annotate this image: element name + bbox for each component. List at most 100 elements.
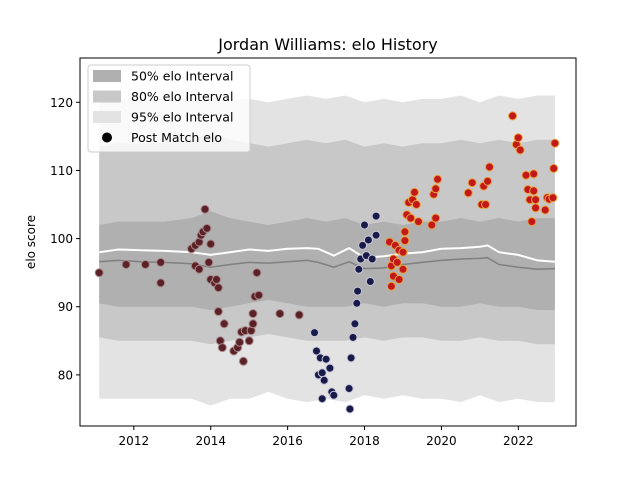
post-match-elo-point xyxy=(206,239,216,249)
post-match-elo-point xyxy=(319,375,329,385)
post-match-elo-point xyxy=(354,264,364,274)
post-match-elo-point xyxy=(367,254,377,264)
post-match-elo-point xyxy=(213,283,223,293)
post-match-elo-point xyxy=(140,260,150,269)
post-match-elo-point xyxy=(344,384,354,393)
post-match-elo-point xyxy=(194,264,204,274)
post-match-elo-point xyxy=(202,223,212,233)
x-tick-label: 2012 xyxy=(119,434,150,448)
post-match-elo-point xyxy=(360,220,369,230)
post-match-elo-point xyxy=(252,268,262,278)
post-match-elo-point xyxy=(371,211,381,221)
post-match-elo-point xyxy=(508,111,518,121)
axes: 2012 2014 2016 2018 2020 2022 80 90 100 110 120 xyxy=(50,96,534,448)
post-match-elo-point xyxy=(531,203,541,213)
post-match-elo-point xyxy=(531,195,541,205)
post-match-elo-point xyxy=(549,163,559,173)
legend-label: Post Match elo xyxy=(131,130,222,145)
post-match-elo-point xyxy=(529,169,539,179)
y-axis-label: elo score xyxy=(24,215,38,269)
x-tick-label: 2014 xyxy=(195,434,226,448)
post-match-elo-point xyxy=(485,162,494,172)
post-match-elo-point xyxy=(400,236,410,246)
chart-title: Jordan Williams: elo History xyxy=(217,35,438,54)
plot-area xyxy=(94,92,560,414)
legend-swatch xyxy=(93,70,121,82)
post-match-elo-point xyxy=(200,204,210,214)
post-match-elo-point xyxy=(550,138,560,148)
post-match-elo-point xyxy=(156,278,166,288)
x-tick-label: 2020 xyxy=(426,434,457,448)
y-tick-label: 90 xyxy=(58,300,73,314)
post-match-elo-point xyxy=(413,217,423,227)
post-match-elo-point xyxy=(204,257,214,267)
x-tick-label: 2018 xyxy=(349,434,380,448)
post-match-elo-point xyxy=(346,353,356,363)
post-match-elo-point xyxy=(94,268,104,278)
mean-elo-line xyxy=(99,244,555,263)
post-match-elo-point xyxy=(353,286,363,296)
post-match-elo-point xyxy=(406,213,416,223)
post-match-elo-point xyxy=(219,319,229,329)
post-match-elo-point xyxy=(433,174,443,184)
post-match-elo-point xyxy=(529,186,539,196)
legend-swatch xyxy=(93,111,121,123)
post-match-elo-point xyxy=(527,217,537,227)
post-match-elo-point xyxy=(515,145,525,155)
post-match-elo-point xyxy=(483,176,493,186)
post-match-elo-point xyxy=(350,319,360,329)
post-match-elo-point xyxy=(431,184,441,194)
post-match-elo-point xyxy=(244,336,254,346)
post-match-elo-point xyxy=(540,205,550,215)
post-match-elo-point xyxy=(400,227,410,237)
legend: 50% elo Interval 80% elo Interval 95% elo … xyxy=(87,64,251,153)
post-match-elo-point xyxy=(392,257,402,267)
legend-label: 95% elo Interval xyxy=(131,110,233,125)
post-match-elo-point xyxy=(121,260,131,269)
post-match-elo-point xyxy=(254,290,264,300)
post-match-elo-point xyxy=(513,133,523,143)
band-50-interval xyxy=(99,211,555,311)
post-match-elo-point xyxy=(398,264,408,274)
post-match-elo-point xyxy=(481,200,491,209)
legend-swatch xyxy=(93,90,121,103)
x-tick-label: 2016 xyxy=(272,434,303,448)
legend-label: 50% elo Interval xyxy=(131,69,233,84)
post-match-elo-point xyxy=(394,275,404,284)
legend-marker xyxy=(102,132,112,143)
legend-box xyxy=(87,64,251,153)
post-match-elo-point xyxy=(548,193,558,203)
legend-label: 80% elo Interval xyxy=(131,89,233,104)
post-match-elo-point xyxy=(212,275,221,284)
post-match-elo-point xyxy=(317,394,327,404)
post-match-elo-point xyxy=(294,310,304,320)
post-match-elo-point xyxy=(235,337,245,347)
y-tick-label: 80 xyxy=(58,368,73,382)
post-match-elo-point xyxy=(310,328,319,338)
post-match-elo-point xyxy=(213,307,223,316)
post-match-elo-point xyxy=(312,346,321,356)
post-match-elo-point xyxy=(238,356,248,366)
post-match-elo-point xyxy=(411,200,421,209)
post-match-elo-point xyxy=(321,354,331,364)
plot-frame xyxy=(79,57,577,427)
post-match-elo-point xyxy=(365,277,375,286)
post-match-elo-point xyxy=(248,319,258,329)
post-match-elo-point xyxy=(431,213,441,223)
post-match-elo-point xyxy=(325,363,335,373)
post-match-elo-point xyxy=(317,368,327,378)
post-match-elo-point xyxy=(345,404,355,414)
post-match-elo-point xyxy=(371,230,381,240)
post-match-elo-point xyxy=(467,178,477,188)
post-match-elo-point xyxy=(329,390,339,400)
post-match-elo-point xyxy=(398,247,408,257)
post-match-elo-point xyxy=(248,309,258,319)
post-match-elo-point xyxy=(352,298,362,308)
post-match-elo-point xyxy=(348,332,358,342)
post-match-elo-point xyxy=(275,309,285,319)
post-match-elo-point xyxy=(463,188,473,198)
y-tick-label: 120 xyxy=(50,96,73,110)
post-match-elo-point xyxy=(521,170,531,180)
y-tick-label: 100 xyxy=(50,232,73,246)
